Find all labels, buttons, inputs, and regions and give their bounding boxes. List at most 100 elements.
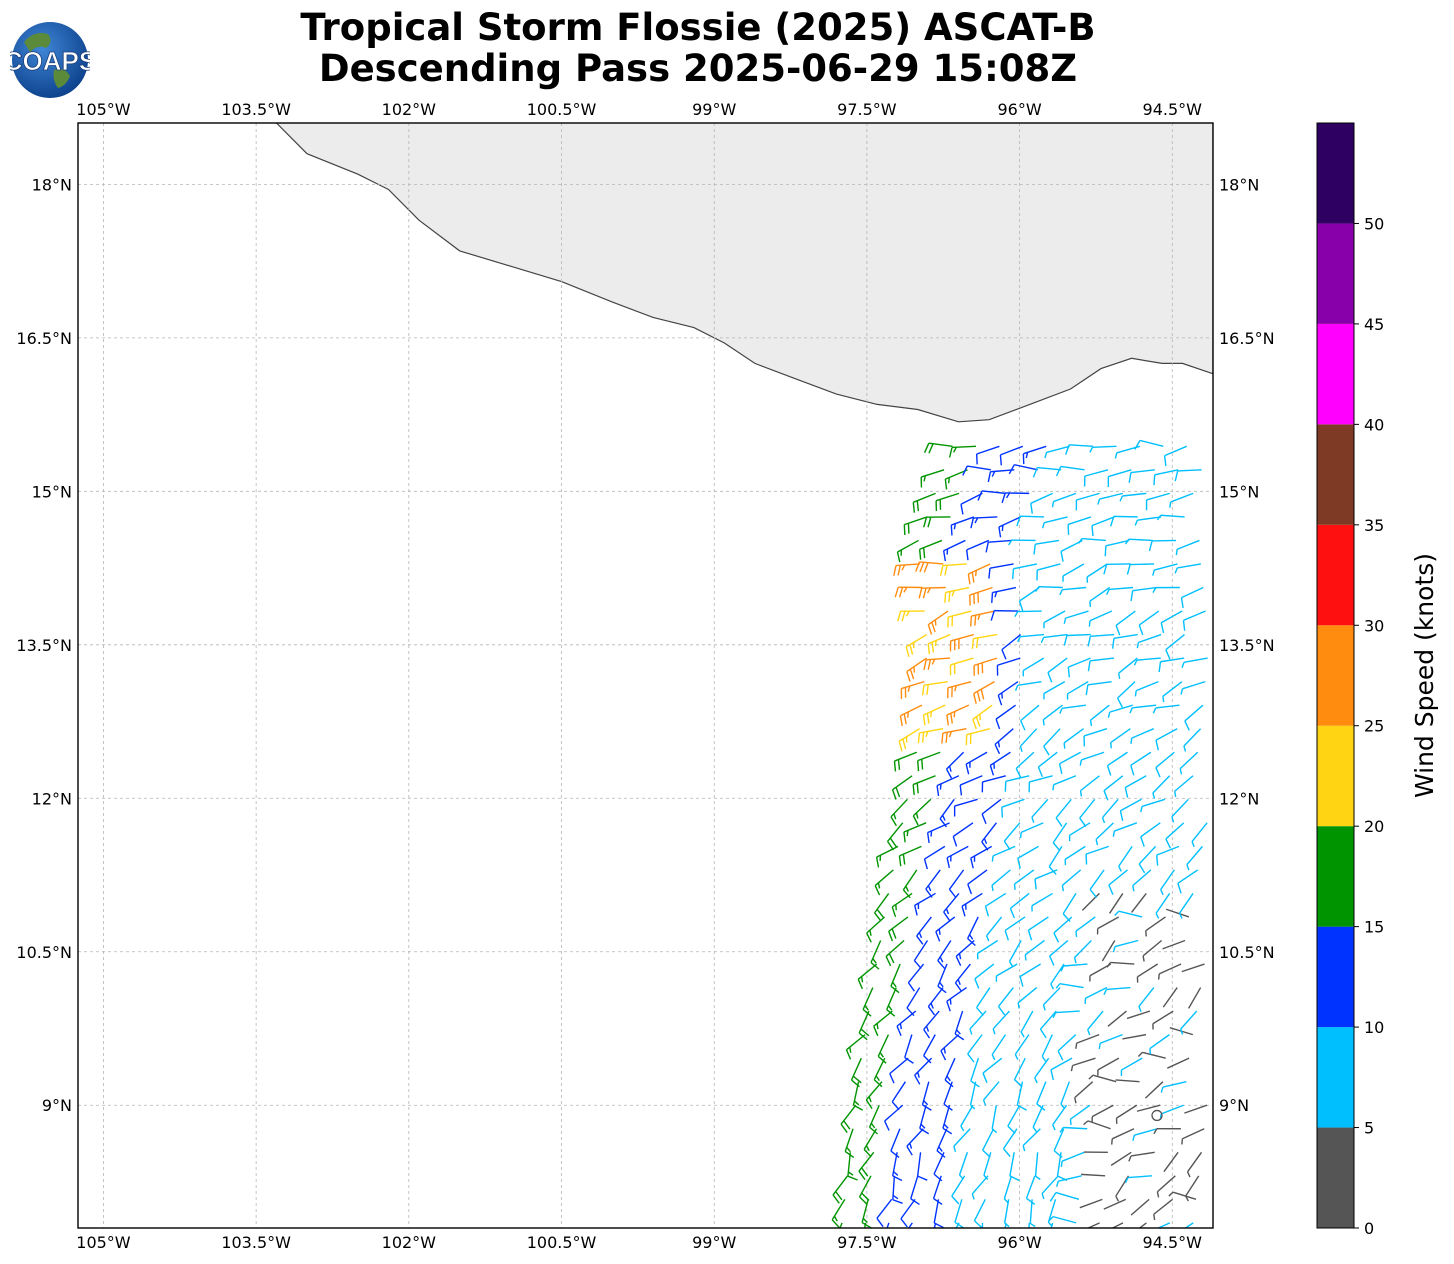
colorbar-segment — [1317, 1127, 1354, 1228]
longitude-ticks: 105°W 105°W 103.5°W 103.5°W 102°W 102°W 100.5°… — [76, 100, 1202, 1252]
wind-barb — [1022, 445, 1047, 465]
wind-barb — [886, 987, 897, 1017]
wind-barb — [1181, 963, 1205, 973]
y-tick-label-left: 12°N — [32, 789, 72, 808]
wind-barb — [927, 633, 951, 655]
wind-barb — [1130, 728, 1155, 744]
wind-barb — [1119, 798, 1142, 822]
wind-barb — [1130, 586, 1157, 602]
colorbar-tick-label: 25 — [1364, 717, 1384, 736]
x-tick-label-top: 103.5°W — [221, 100, 291, 119]
wind-barb — [910, 1175, 920, 1206]
x-tick-label-bottom: 103.5°W — [221, 1233, 291, 1252]
x-tick-label-top: 99°W — [692, 100, 736, 119]
wind-barb — [1070, 1057, 1096, 1072]
wind-barb — [1068, 822, 1091, 842]
colorbar-segment — [1317, 323, 1354, 425]
wind-barb — [847, 1152, 858, 1181]
wind-barb — [1098, 1033, 1123, 1050]
wind-barb — [1044, 445, 1070, 459]
wind-barb — [966, 539, 990, 561]
wind-barb — [1083, 728, 1108, 747]
wind-barb — [922, 1034, 936, 1064]
wind-barb — [897, 610, 925, 622]
plot-frame — [77, 122, 1214, 1229]
wind-barb — [1181, 657, 1208, 669]
wind-barb — [927, 610, 949, 635]
wind-barb — [896, 539, 919, 563]
chart-title-line1: Tropical Storm Flossie (2025) ASCAT-B — [300, 6, 1096, 49]
wind-barb — [1132, 1128, 1158, 1141]
wind-barb — [1014, 610, 1042, 617]
y-tick-label-right: 13.5°N — [1219, 636, 1275, 655]
wind-barb — [1052, 1010, 1080, 1019]
y-tick-label-right: 16.5°N — [1219, 329, 1275, 348]
wind-barb — [981, 775, 1006, 793]
wind-barb — [890, 1128, 901, 1158]
x-tick-label-bottom: 97.5°W — [837, 1233, 897, 1252]
wind-barb — [954, 1199, 965, 1228]
wind-barb — [1126, 563, 1155, 575]
wind-barb — [918, 586, 946, 599]
wind-barb — [858, 1151, 875, 1181]
wind-barb — [1134, 680, 1159, 697]
wind-barb — [996, 657, 1021, 676]
wind-barb — [864, 1222, 867, 1228]
wind-barb — [1055, 983, 1084, 989]
wind-barb — [891, 1081, 906, 1111]
wind-barb — [1003, 1175, 1013, 1204]
wind-barb — [944, 586, 970, 603]
wind-barb — [1180, 680, 1206, 695]
y-tick-label-left: 15°N — [32, 482, 72, 501]
wind-barb — [1055, 465, 1085, 477]
wind-barb — [969, 1010, 987, 1035]
wind-barb — [1156, 514, 1185, 521]
wind-barb — [1051, 492, 1077, 508]
y-tick-label-left: 10.5°N — [16, 943, 72, 962]
wind-barb — [1050, 963, 1065, 990]
wind-barb — [1097, 1057, 1120, 1076]
wind-barb — [1060, 963, 1088, 972]
wind-barb — [1036, 563, 1061, 581]
wind-barb — [1106, 751, 1128, 776]
wind-barb — [960, 1104, 974, 1132]
x-tick-label-top: 94.5°W — [1143, 100, 1203, 119]
wind-barb — [1095, 822, 1114, 846]
wind-barb — [876, 1198, 893, 1228]
wind-barb — [1016, 515, 1045, 527]
wind-barb — [1097, 492, 1124, 505]
wind-barb — [1020, 704, 1040, 731]
wind-barb — [1009, 1152, 1020, 1182]
colorbar-tick-label: 5 — [1364, 1119, 1374, 1138]
wind-barb — [1049, 939, 1069, 966]
wind-barb — [1052, 775, 1077, 791]
wind-barb — [1107, 469, 1132, 487]
wind-barb — [898, 845, 922, 867]
wind-barb — [1060, 1081, 1070, 1110]
wind-barb — [923, 657, 951, 671]
wind-barb — [839, 1222, 843, 1228]
wind-barb — [1085, 845, 1109, 865]
wind-barb — [1155, 845, 1180, 866]
wind-barb — [1126, 1010, 1151, 1020]
wind-barb — [949, 633, 974, 652]
wind-barb — [1089, 869, 1105, 899]
wind-barb — [850, 1057, 862, 1088]
wind-barb — [1017, 845, 1039, 869]
wind-barb — [991, 869, 1011, 892]
wind-barbs — [831, 439, 1208, 1228]
y-tick-label-left: 9°N — [42, 1096, 72, 1115]
wind-barb — [1042, 987, 1061, 1011]
colorbar: 0 5 10 15 20 25 30 35 40 45 50 Wind Speed (knots) — [1316, 122, 1439, 1238]
wind-barb — [1003, 822, 1021, 851]
wind-barb — [889, 1057, 909, 1084]
wind-barb — [1105, 586, 1134, 595]
wind-barb — [1061, 869, 1082, 892]
wind-barb — [1027, 916, 1049, 941]
wind-barb — [1032, 1104, 1044, 1133]
wind-barb — [907, 963, 925, 992]
x-tick-label-top: 97.5°W — [837, 100, 897, 119]
wind-barb — [912, 492, 936, 513]
wind-barb — [1112, 822, 1138, 837]
x-tick-label-bottom: 96°W — [997, 1233, 1041, 1252]
